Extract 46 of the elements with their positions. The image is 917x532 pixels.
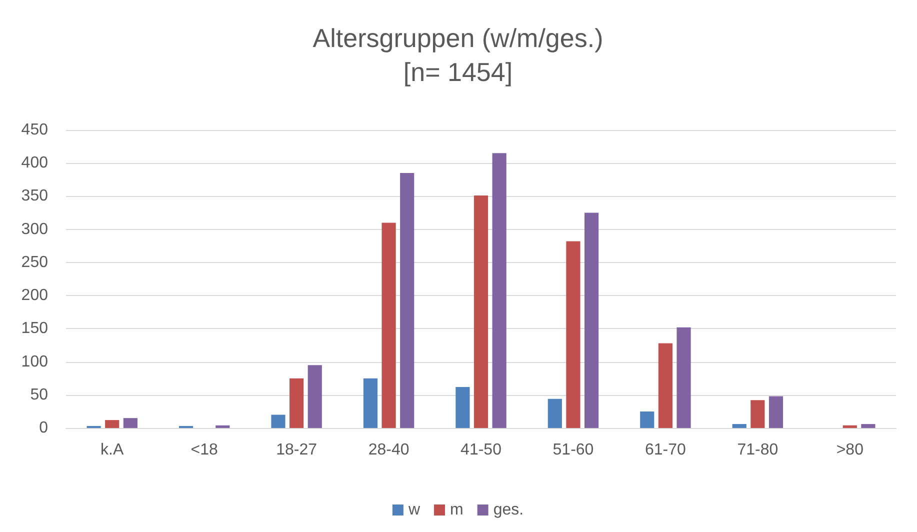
legend-label: ges.	[493, 502, 524, 518]
bar	[640, 411, 654, 428]
bar	[492, 153, 506, 428]
y-tick-label: 300	[21, 220, 48, 238]
bar	[474, 196, 488, 428]
y-tick-label: 150	[21, 320, 48, 338]
bar	[400, 173, 414, 428]
y-tick-label: 100	[21, 353, 48, 370]
y-tick-label: 400	[21, 154, 48, 172]
y-tick-label: 200	[21, 287, 48, 304]
x-tick-label: 41-50	[460, 442, 502, 458]
bar	[123, 418, 138, 428]
x-tick-label: 61-70	[644, 442, 686, 458]
x-tick-label: 28-40	[368, 442, 410, 458]
bar	[676, 327, 691, 428]
bar	[456, 386, 470, 428]
bar	[105, 420, 120, 428]
x-tick-label: 51-60	[552, 442, 594, 458]
bar	[382, 222, 396, 428]
y-tick-label: 50	[30, 386, 48, 404]
legend-label: w	[407, 502, 420, 518]
y-tick-label: 250	[21, 254, 48, 271]
x-tick-label: 71-80	[737, 442, 778, 458]
bar	[271, 414, 286, 428]
x-tick-label: 18-27	[276, 442, 318, 458]
chart-title: Altersgruppen (w/m/ges.) [n= 1454]	[312, 23, 604, 87]
x-tick-label: k.A	[100, 442, 124, 458]
bar	[566, 241, 580, 428]
bar	[768, 396, 784, 428]
bar	[216, 425, 230, 428]
x-tick-label: >80	[836, 442, 864, 458]
bar	[308, 365, 322, 428]
y-tick-label: 0	[39, 420, 48, 436]
bar	[548, 398, 562, 428]
bar	[750, 400, 765, 428]
bar	[584, 212, 599, 428]
bar	[363, 378, 378, 428]
y-tick-label: 450	[21, 122, 48, 138]
legend-label: m	[450, 502, 464, 518]
x-tick-label: <18	[190, 442, 218, 458]
bar	[842, 425, 857, 428]
bar	[658, 343, 672, 428]
bar	[290, 378, 304, 428]
bar	[861, 424, 876, 428]
bar	[732, 424, 746, 428]
y-tick-label: 350	[21, 188, 48, 205]
